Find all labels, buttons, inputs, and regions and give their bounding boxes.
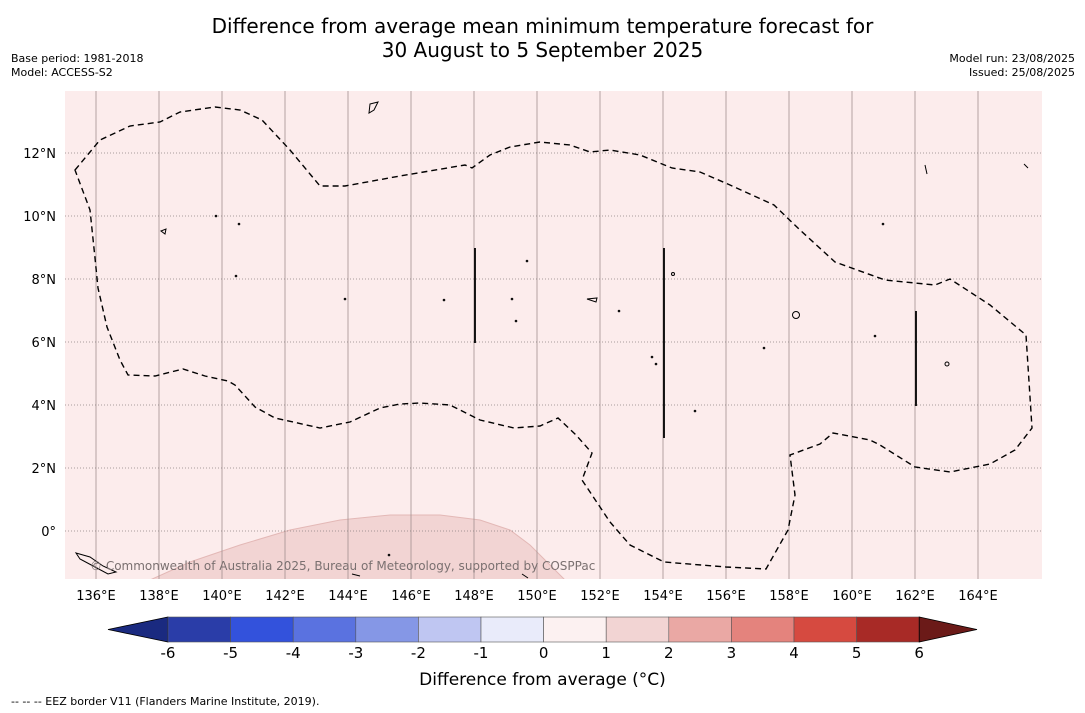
- model-name: Model: ACCESS-S2: [11, 66, 113, 79]
- colorbar-under-arrow: [107, 616, 169, 643]
- latitude-tick-label: 4°N: [32, 399, 57, 414]
- colorbar-bin: [418, 616, 482, 643]
- colorbar-tick-label: 1: [601, 644, 611, 662]
- latitude-labels: 12°N 10°N 8°N 6°N 4°N 2°N 0°: [23, 147, 56, 540]
- latitude-tick-label: 0°: [41, 525, 56, 540]
- longitude-tick-label: 158°E: [769, 589, 809, 604]
- colorbar-tick-label: 5: [852, 644, 862, 662]
- colorbar-bin: [793, 616, 857, 643]
- longitude-tick-label: 148°E: [454, 589, 494, 604]
- colorbar-over-arrow: [918, 616, 978, 643]
- longitude-tick-label: 142°E: [265, 589, 305, 604]
- colorbar-tick-label: -3: [348, 644, 363, 662]
- latitude-tick-label: 12°N: [23, 147, 56, 162]
- longitude-tick-label: 162°E: [895, 589, 935, 604]
- longitude-tick-label: 144°E: [328, 589, 368, 604]
- colorbar-tick-label: 3: [727, 644, 737, 662]
- eez-border: [74, 106, 1033, 570]
- colorbar-tick-label: -1: [474, 644, 489, 662]
- latitude-tick-label: 6°N: [32, 336, 57, 351]
- longitude-tick-label: 136°E: [76, 589, 116, 604]
- colorbar-tick-label: 4: [789, 644, 799, 662]
- latitude-tick-label: 10°N: [23, 210, 56, 225]
- issued-date: Issued: 25/08/2025: [968, 66, 1075, 79]
- colorbar-bin: [543, 616, 607, 643]
- colorbar-bin: [668, 616, 732, 643]
- longitude-labels: 136°E 138°E 140°E 142°E 144°E 146°E 148°E 150°E…: [76, 589, 998, 604]
- longitude-tick-label: 138°E: [139, 589, 179, 604]
- maritime-boundaries: [474, 248, 917, 438]
- colorbar-bin: [355, 616, 419, 643]
- meta-right: Model run: 23/08/2025 Issued: 25/08/2025: [949, 52, 1075, 80]
- title-line-2: 30 August to 5 September 2025: [381, 38, 704, 62]
- colorbar-tick-label: -5: [223, 644, 238, 662]
- longitude-tick-label: 146°E: [391, 589, 431, 604]
- latitude-tick-label: 8°N: [32, 273, 57, 288]
- meta-left: Base period: 1981-2018 Model: ACCESS-S2: [11, 52, 143, 80]
- longitude-tick-label: 152°E: [580, 589, 620, 604]
- colorbar-bin: [167, 616, 231, 643]
- longitude-tick-label: 156°E: [706, 589, 746, 604]
- colorbar-tick-label: 2: [664, 644, 674, 662]
- latitude-tick-label: 2°N: [32, 462, 57, 477]
- colorbar: -6 -5 -4 -3 -2 -1 0 1 2 3 4 5 6: [107, 616, 978, 662]
- islands: [74, 101, 1029, 579]
- colorbar-bin: [292, 616, 357, 643]
- longitude-tick-label: 154°E: [643, 589, 683, 604]
- colorbar-tick-label: 0: [539, 644, 549, 662]
- colorbar-tick-label: -4: [286, 644, 301, 662]
- copyright-watermark: © Commonwealth of Australia 2025, Bureau…: [90, 559, 595, 573]
- colorbar-bin: [480, 616, 544, 643]
- longitude-tick-label: 150°E: [517, 589, 557, 604]
- colorbar-bin: [230, 616, 294, 643]
- longitude-tick-label: 164°E: [958, 589, 998, 604]
- map-background: [65, 91, 1042, 579]
- longitude-tick-label: 140°E: [202, 589, 242, 604]
- model-run: Model run: 23/08/2025: [949, 52, 1075, 65]
- longitude-tick-label: 160°E: [832, 589, 872, 604]
- colorbar-bin: [605, 616, 670, 643]
- title-line-1: Difference from average mean minimum tem…: [211, 14, 874, 38]
- colorbar-label: Difference from average (°C): [419, 670, 666, 690]
- colorbar-bin: [856, 616, 920, 643]
- chart-title: Difference from average mean minimum tem…: [0, 14, 1085, 62]
- eez-legend-note: -- -- -- EEZ border V11 (Flanders Marine…: [11, 695, 320, 708]
- colorbar-bin: [731, 616, 795, 643]
- colorbar-tick-label: 6: [914, 644, 924, 662]
- colorbar-tick-label: -2: [411, 644, 426, 662]
- colorbar-tick-label: -6: [161, 644, 176, 662]
- graticule: [65, 91, 1042, 579]
- base-period: Base period: 1981-2018: [11, 52, 144, 65]
